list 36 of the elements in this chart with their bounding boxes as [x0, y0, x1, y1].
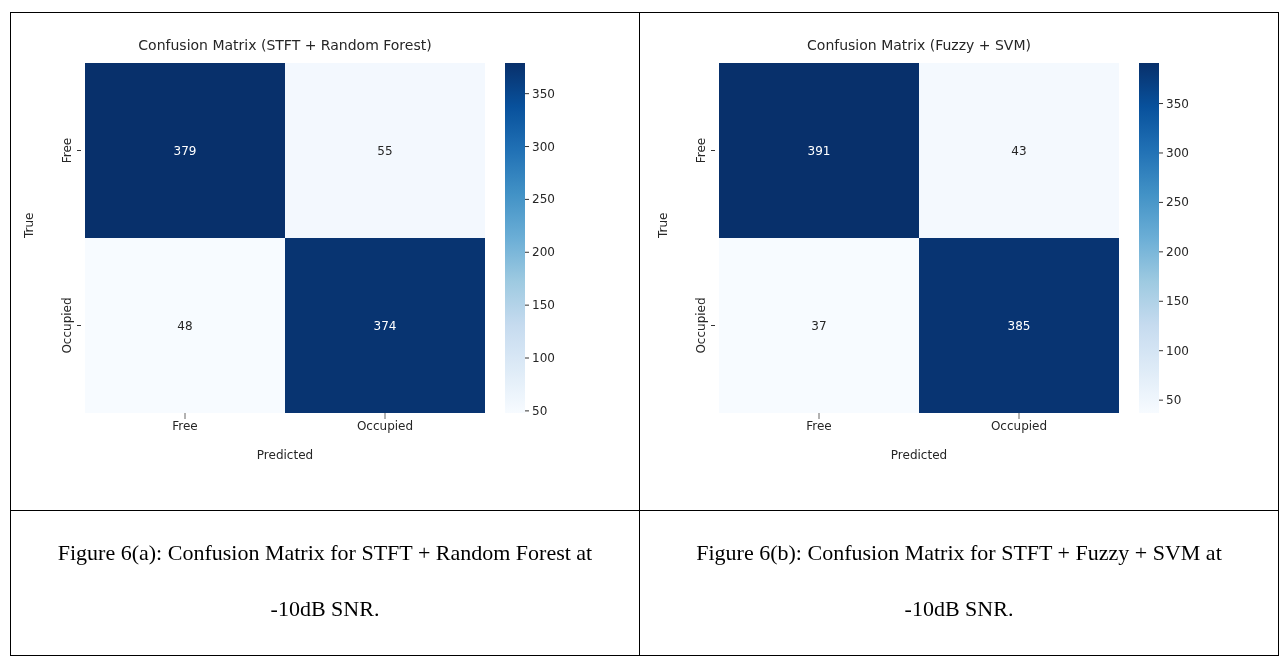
- color-bar-label: 250: [532, 192, 555, 207]
- y-axis-title: True: [22, 212, 37, 239]
- color-bar-label: 50: [532, 403, 548, 418]
- color-bar-label: 100: [532, 351, 555, 366]
- text: Figure 6(a): Confusion Matrix for STFT + Random Forest at -10dB SNR.: [57, 540, 593, 621]
- chart-title: Confusion Matrix (Fuzzy + SVM): [806, 37, 1032, 53]
- data-label: 379: [173, 143, 197, 158]
- x-axis-title: Predicted: [256, 448, 314, 462]
- color-bar-label: 300: [532, 139, 555, 154]
- x-tick-label: Occupied: [990, 418, 1048, 433]
- data-label: 37: [811, 318, 827, 333]
- x-axis-title: Predicted: [890, 448, 948, 462]
- color-bar-label: 100: [1166, 343, 1189, 358]
- x-tick-label: Occupied: [356, 418, 414, 433]
- color-bar-label: 50: [1166, 393, 1182, 408]
- x-tick-label: Free: [806, 418, 832, 433]
- color-bar-label: 200: [532, 245, 555, 260]
- data-label: 391: [807, 143, 831, 158]
- chart-title: Confusion Matrix (STFT + Random Forest): [137, 37, 433, 53]
- color-bar-label: 300: [1166, 145, 1189, 160]
- colour-scale: 50 100 150 200 250 300 350: [1139, 58, 1209, 418]
- color-bar-label: 350: [1166, 96, 1189, 111]
- colour-scale: 50 100 150 200 250 300 350: [505, 58, 575, 418]
- data-label: 374: [373, 318, 397, 333]
- color-bar-label: 200: [1166, 244, 1189, 259]
- x-tick-label: Free: [172, 418, 198, 433]
- data-label: 48: [177, 318, 193, 333]
- color-bar-label: 250: [1166, 195, 1189, 210]
- color-bar-label: 150: [532, 298, 555, 313]
- data-label: 55: [377, 143, 393, 158]
- text: Figure 6(b): Confusion Matrix for STFT + Fuzzy + SVM at -10dB SNR.: [696, 540, 1222, 621]
- data-label: 43: [1011, 143, 1027, 158]
- data-label: 385: [1007, 318, 1031, 333]
- color-bar-label: 350: [532, 86, 555, 101]
- color-bar-label: 150: [1166, 294, 1189, 309]
- y-axis-title: True: [656, 212, 671, 239]
